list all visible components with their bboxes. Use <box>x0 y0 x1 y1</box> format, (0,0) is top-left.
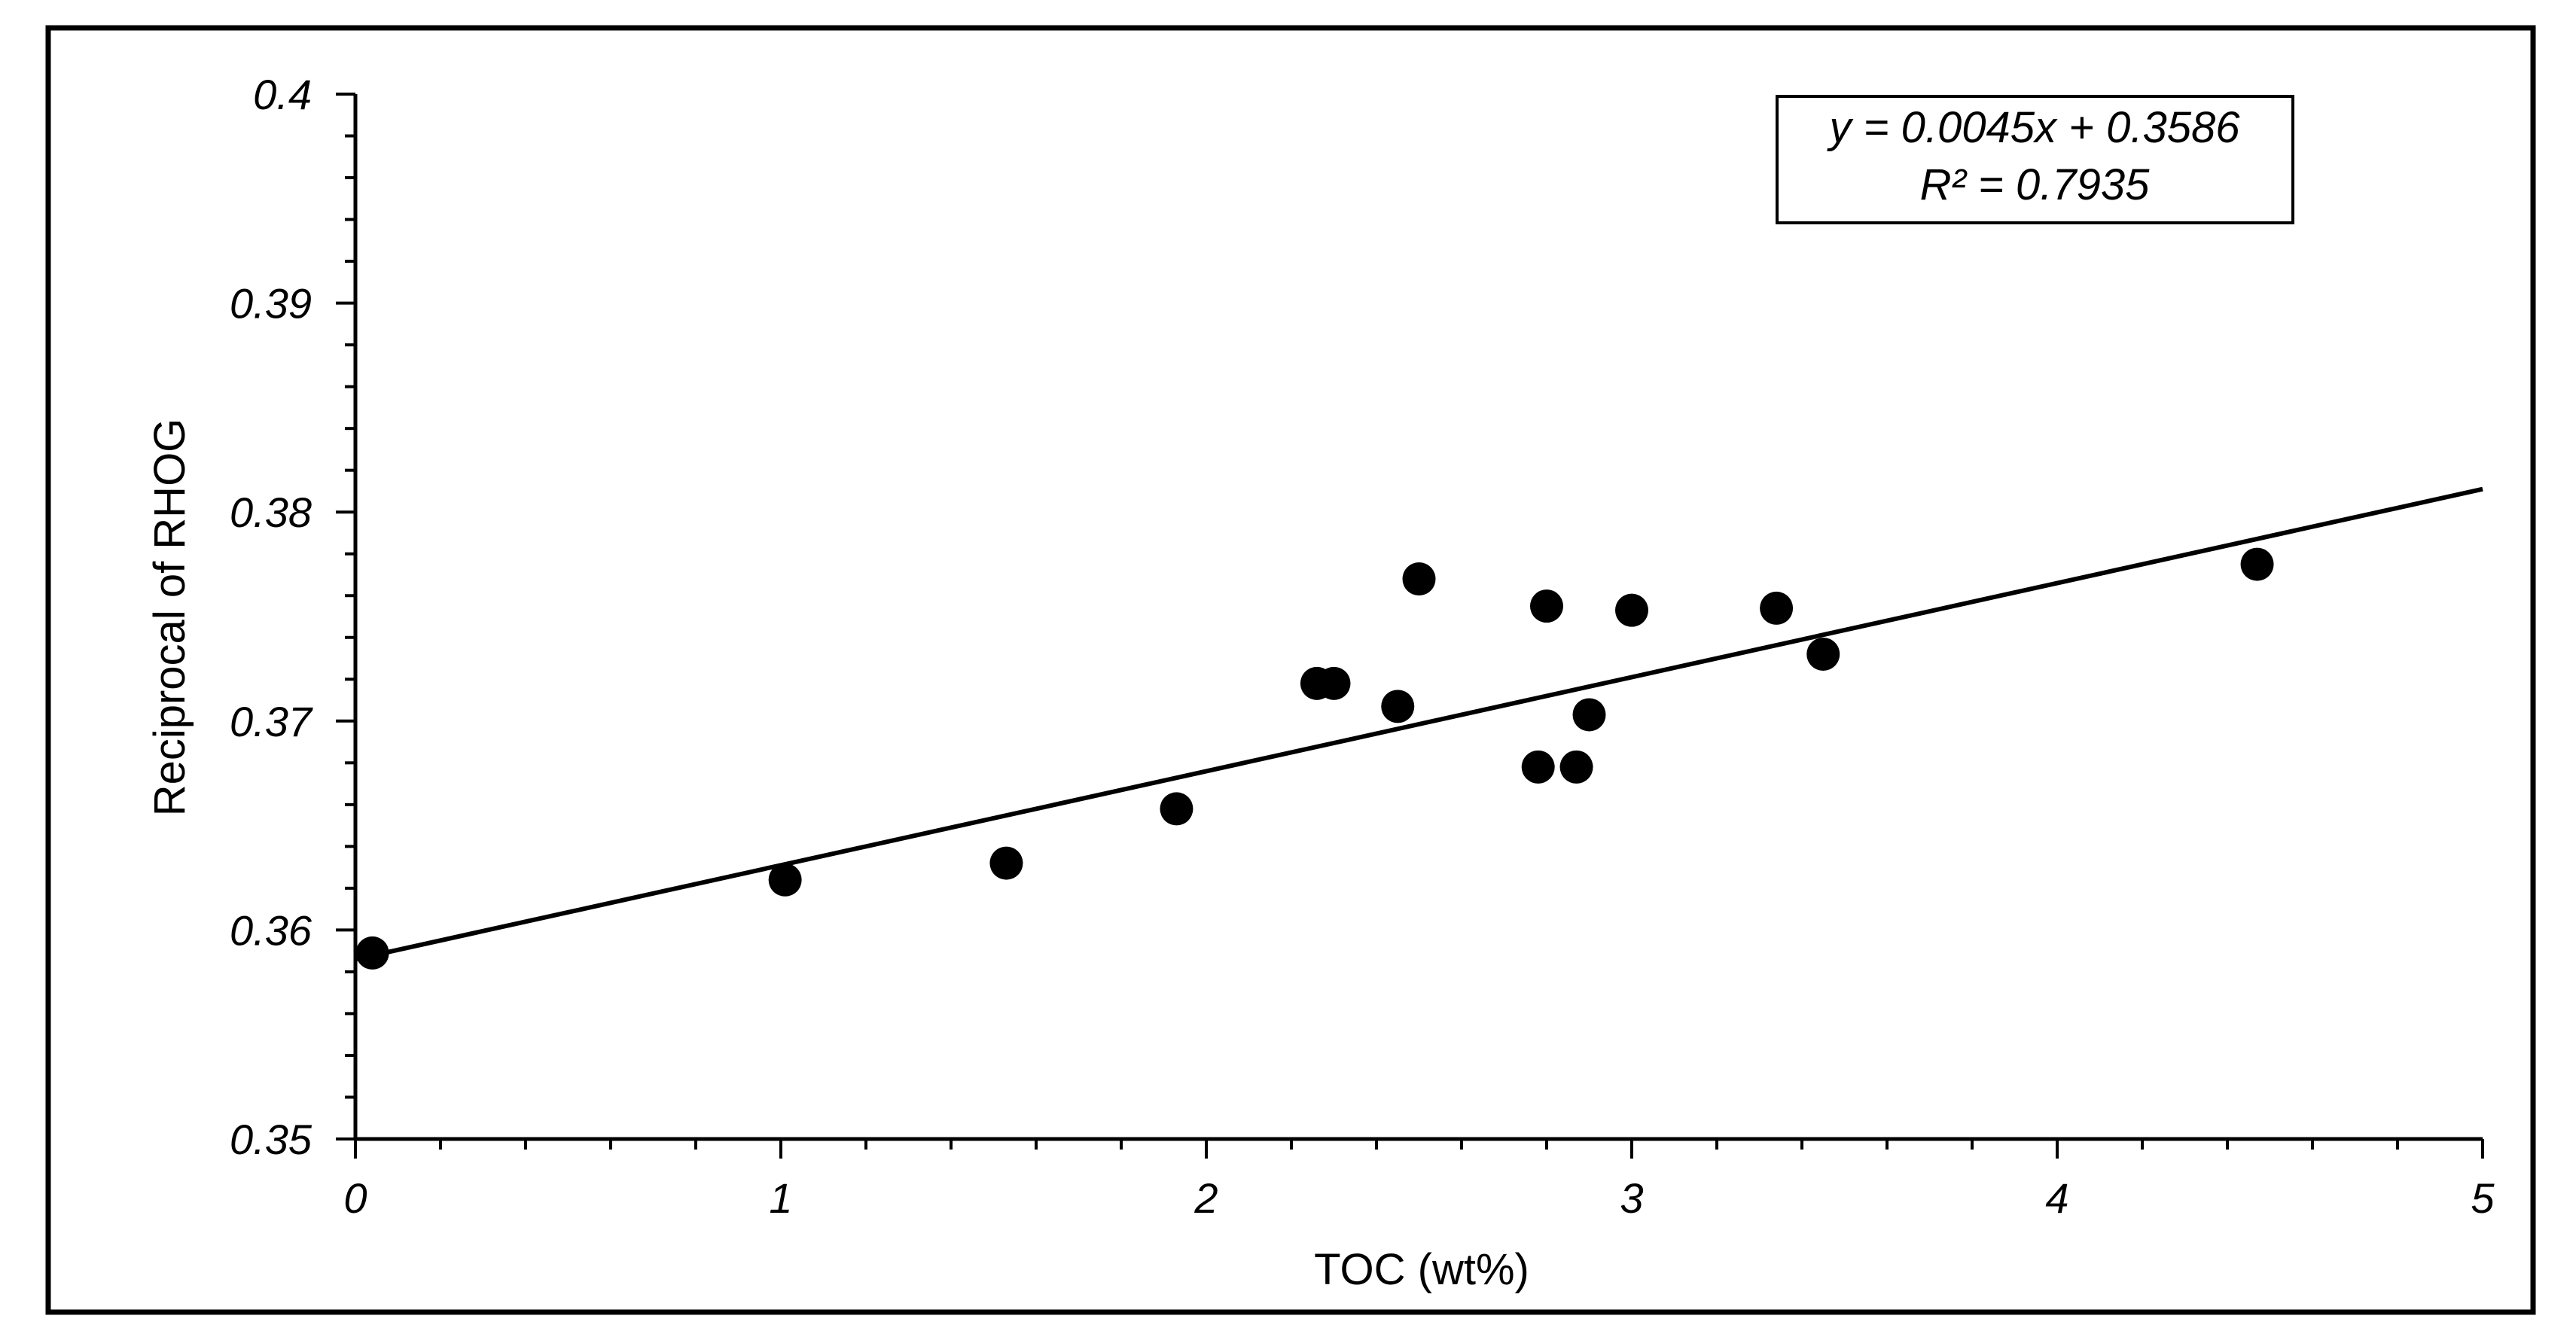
y-tick-label: 0.35 <box>230 1116 312 1163</box>
y-tick-label: 0.38 <box>230 489 312 536</box>
data-point <box>1615 593 1648 627</box>
axes <box>353 94 2483 1141</box>
ticks: 0 1 2 3 4 5 0.35 0.36 0.37 0.38 0.39 0.4 <box>230 71 2495 1222</box>
data-points <box>355 547 2274 970</box>
x-axis-title: TOC (wt%) <box>1314 1245 1529 1294</box>
data-point <box>1521 750 1555 784</box>
data-point <box>1381 690 1415 723</box>
equation-box: y = 0.0045x + 0.3586 R² = 0.7935 <box>1776 95 2294 224</box>
x-tick-label: 2 <box>1193 1174 1218 1222</box>
data-point <box>989 846 1023 880</box>
data-point <box>1530 589 1563 623</box>
data-point <box>768 863 802 897</box>
y-tick-label: 0.36 <box>230 906 312 954</box>
data-point <box>1806 637 1840 671</box>
r-squared-label: R² = 0.7935 <box>1920 160 2150 209</box>
data-point <box>1760 591 1794 625</box>
figure-border <box>45 25 2536 1315</box>
trendline-layer <box>355 486 2483 962</box>
data-point <box>355 936 389 970</box>
x-tick-label: 1 <box>769 1174 792 1222</box>
trendline <box>355 486 2483 962</box>
data-point <box>1160 792 1193 826</box>
equation-box-border <box>1776 95 2294 224</box>
trendline-equation: y = 0.0045x + 0.3586 <box>1827 103 2241 152</box>
x-tick-label: 0 <box>343 1174 367 1222</box>
x-tick-label: 3 <box>1620 1174 1643 1222</box>
data-point <box>1317 666 1351 700</box>
y-axis-title: Reciprocal of RHOG <box>145 419 194 817</box>
data-point <box>1572 698 1606 732</box>
y-tick-label: 0.37 <box>230 698 313 745</box>
x-tick-label: 5 <box>2471 1174 2495 1222</box>
y-tick-label: 0.39 <box>230 280 312 327</box>
y-tick-label: 0.4 <box>253 71 312 118</box>
x-tick-label: 4 <box>2045 1174 2068 1222</box>
data-point <box>2240 547 2274 581</box>
data-point <box>1559 750 1593 784</box>
data-point <box>1402 562 1436 596</box>
